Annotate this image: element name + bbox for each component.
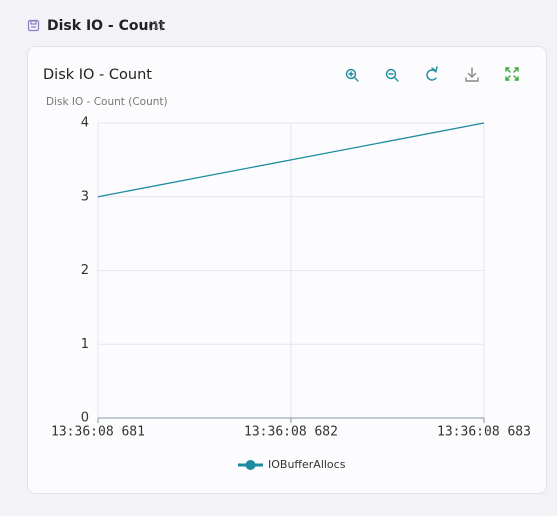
legend-marker: [245, 460, 256, 470]
legend-label: IOBufferAllocs: [268, 458, 346, 471]
x-tick-label: 13:36:08 681: [51, 425, 145, 440]
x-tick-label: 13:36:08 683: [437, 425, 531, 440]
download-button[interactable]: [465, 67, 479, 82]
y-tick-label: 4: [81, 116, 89, 131]
reset-button[interactable]: [426, 66, 438, 81]
zoom-in-button[interactable]: [345, 68, 359, 82]
line: [97, 122, 485, 198]
y-tick-label: 1: [81, 337, 89, 352]
section-count: (1): [148, 19, 164, 32]
header-icon: [27, 19, 40, 32]
section-title: Disk IO - Count: [47, 18, 165, 34]
zoom-out-button[interactable]: [385, 68, 399, 82]
y-tick-label: 3: [81, 189, 89, 204]
x-tick-label: 13:36:08 682: [244, 425, 338, 440]
y-tick-label: 0: [81, 411, 89, 426]
y-axis-title: Disk IO - Count (Count): [46, 96, 168, 108]
fullscreen-button[interactable]: [505, 67, 519, 81]
chart-title: Disk IO - Count: [43, 67, 152, 83]
plot: 0 1 2 3 4 13:36:08 681 13:36:08 682 13:36:08 68…: [51, 116, 531, 472]
y-tick-label: 2: [81, 263, 89, 278]
